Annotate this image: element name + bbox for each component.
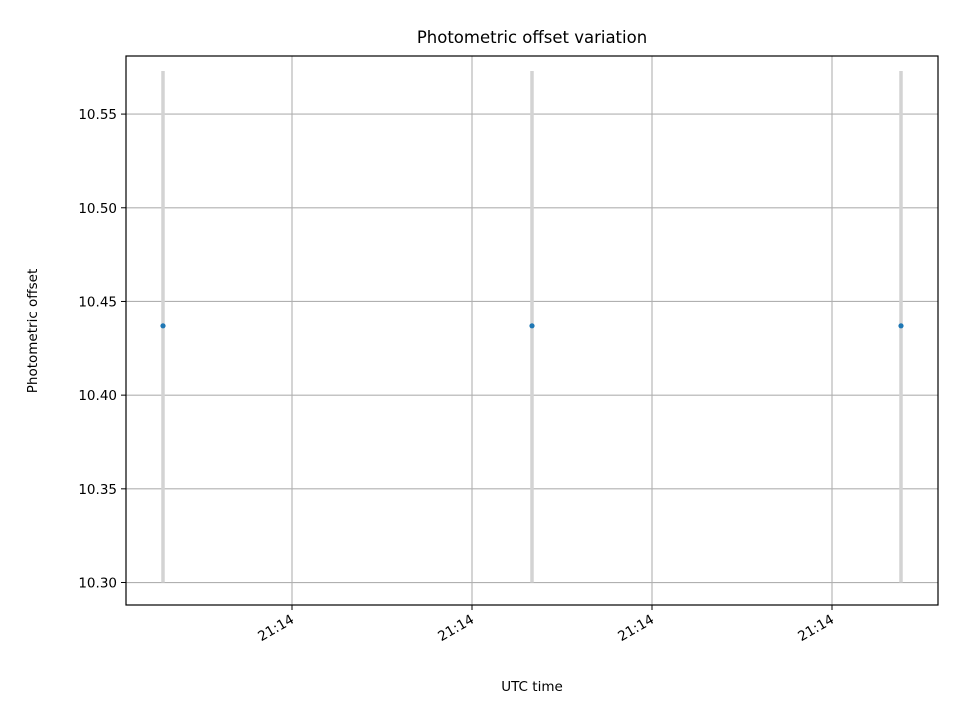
x-tick-label: 21:14 (615, 612, 657, 645)
x-tick-label: 21:14 (435, 612, 477, 645)
y-tick-label: 10.55 (78, 107, 117, 123)
plot-frame (125, 55, 939, 606)
x-tick-label: 21:14 (255, 612, 297, 645)
y-tick-label: 10.50 (78, 201, 117, 217)
data-point (160, 323, 166, 329)
y-tick-label: 10.35 (78, 482, 117, 498)
y-axis-ticks: 10.30 10.35 10.40 10.45 10.50 10.55 (78, 107, 126, 592)
chart-title: Photometric offset variation (417, 28, 647, 47)
data-points (160, 323, 904, 329)
data-point (898, 323, 904, 329)
x-axis-label: UTC time (501, 679, 563, 695)
y-tick-label: 10.40 (78, 388, 117, 404)
y-tick-label: 10.30 (78, 576, 117, 592)
x-axis-ticks: 21:14 21:14 21:14 21:14 (255, 605, 837, 645)
x-tick-label: 21:14 (795, 612, 837, 645)
y-axis-label: Photometric offset (25, 269, 41, 393)
data-point (529, 323, 535, 329)
y-tick-label: 10.45 (78, 294, 117, 310)
